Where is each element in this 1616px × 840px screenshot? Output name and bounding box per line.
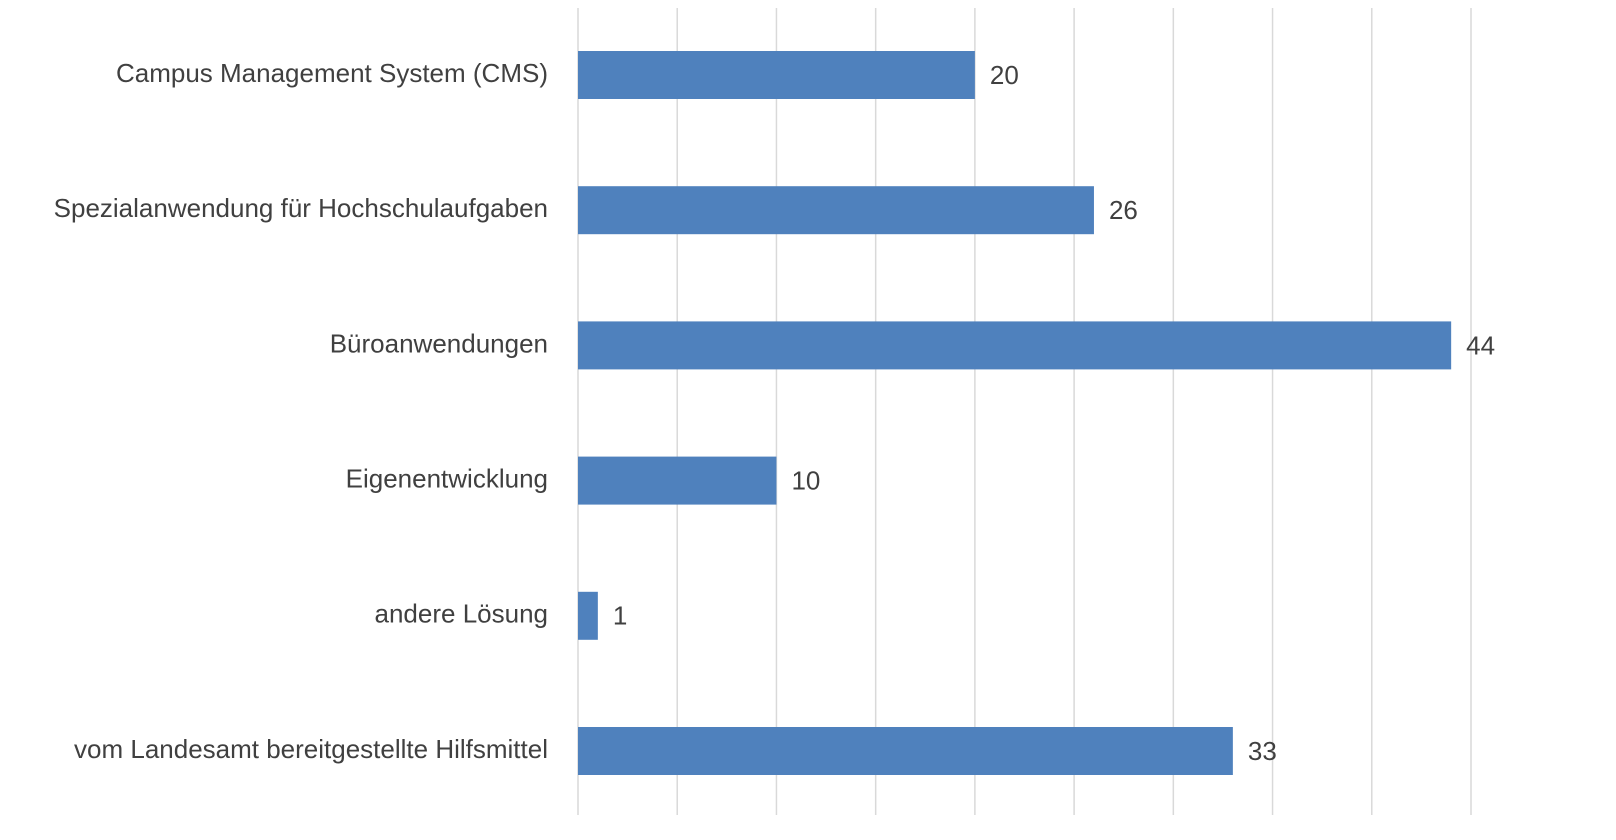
y-tick-label: vom Landesamt bereitgestellte Hilfsmitte… xyxy=(74,734,548,764)
bar xyxy=(578,186,1094,235)
bar xyxy=(578,591,598,640)
data-label: 10 xyxy=(791,465,820,495)
bar xyxy=(578,321,1452,370)
y-tick-label: Spezialanwendung für Hochschulaufgaben xyxy=(54,193,548,223)
y-tick-label: Büroanwendungen xyxy=(330,328,548,358)
data-label: 44 xyxy=(1466,330,1495,360)
y-tick-label: andere Lösung xyxy=(375,599,548,629)
data-label: 1 xyxy=(613,601,627,631)
data-label: 20 xyxy=(990,60,1019,90)
y-tick-label: Eigenentwicklung xyxy=(346,463,548,493)
bar xyxy=(578,51,975,99)
bar xyxy=(578,456,777,505)
data-label: 26 xyxy=(1109,195,1138,225)
bar xyxy=(578,727,1233,775)
y-tick-label: Campus Management System (CMS) xyxy=(116,58,548,88)
data-label: 33 xyxy=(1248,736,1277,766)
